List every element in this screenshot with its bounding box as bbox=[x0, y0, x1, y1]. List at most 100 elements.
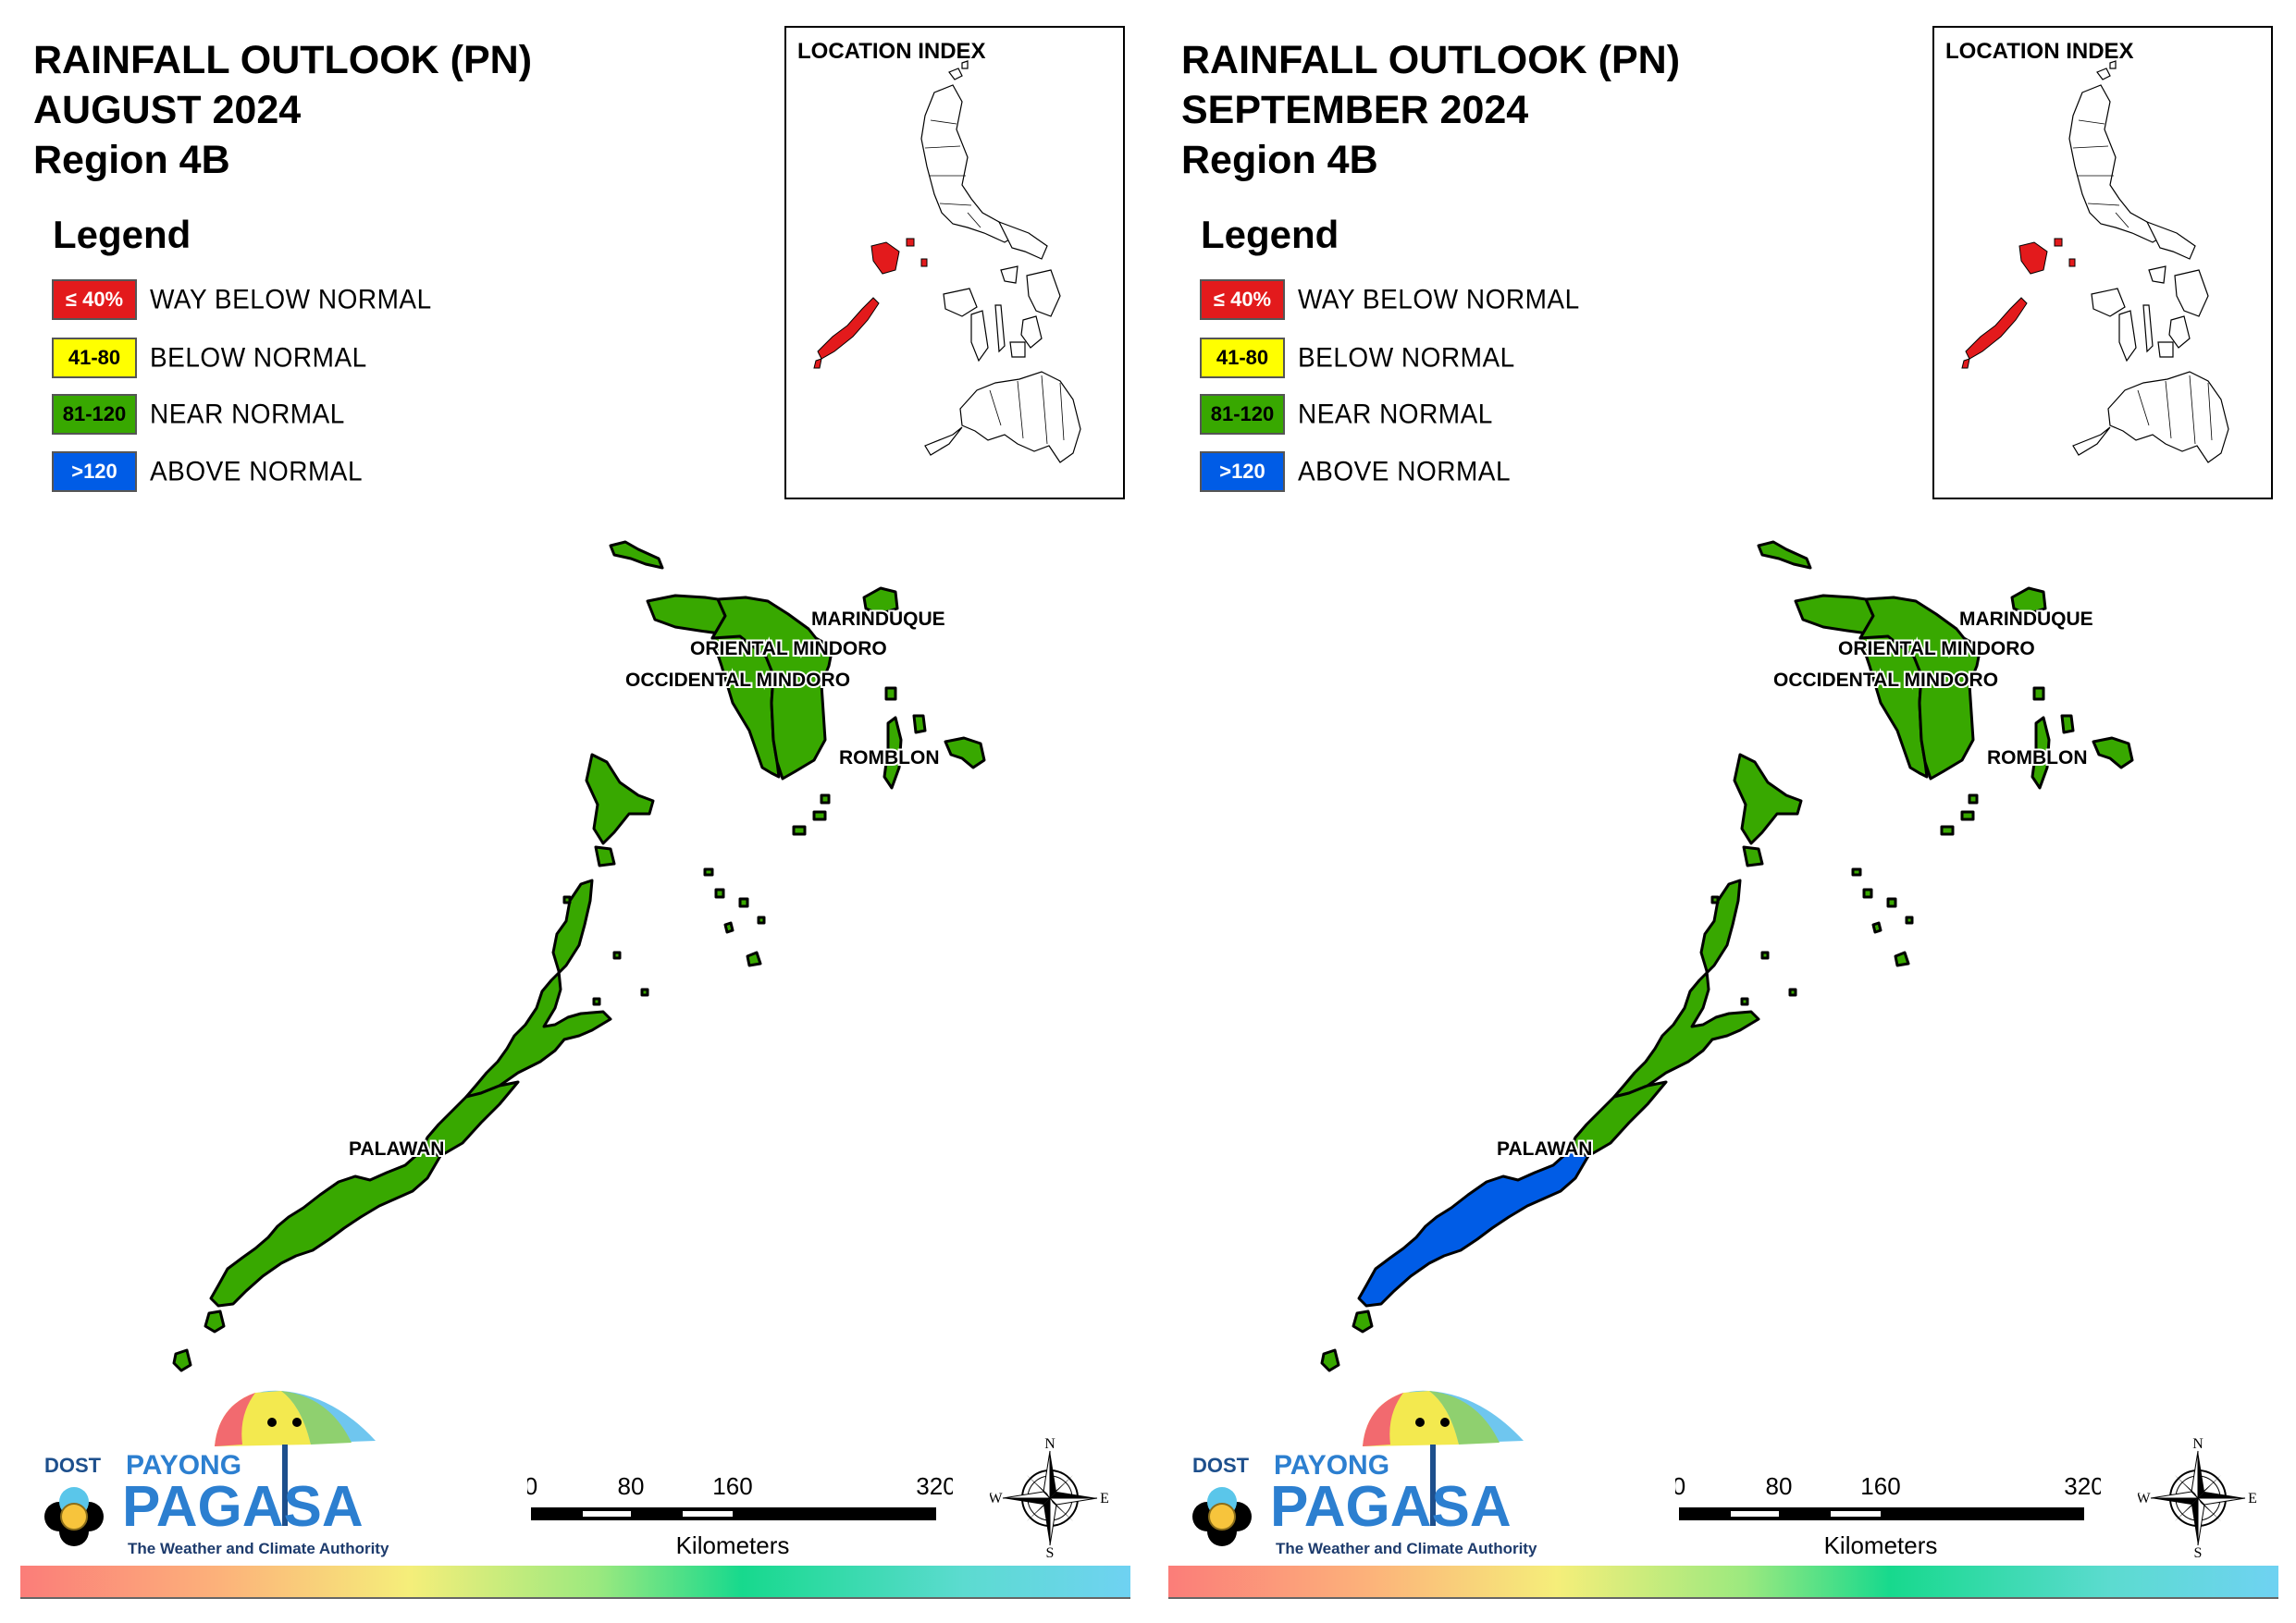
oriental-mindoro-area bbox=[710, 596, 834, 781]
romblon-island-small bbox=[912, 714, 927, 734]
compass-w: W bbox=[2138, 1491, 2151, 1506]
romblon-island-small-2 bbox=[2032, 686, 2045, 701]
islet bbox=[612, 951, 622, 960]
palawan-north bbox=[464, 879, 612, 1099]
legend-label: ABOVE NORMAL bbox=[1298, 456, 1512, 486]
location-index-inset: LOCATION INDEX bbox=[1932, 26, 2273, 499]
title-month: AUGUST 2024 bbox=[33, 88, 302, 132]
map-title: RAINFALL OUTLOOK (PN) AUGUST 2024 Region… bbox=[33, 35, 532, 185]
compass-e: E bbox=[2248, 1491, 2257, 1506]
compass-e: E bbox=[1100, 1491, 1109, 1506]
payong-pagasa-logo: DOST PAYONG PAGASA The Weather and Clima… bbox=[44, 1390, 389, 1557]
marinduque-island bbox=[862, 586, 899, 616]
bottom-divider bbox=[20, 1597, 1130, 1599]
balabac-island bbox=[204, 1309, 226, 1334]
legend-label: WAY BELOW NORMAL bbox=[150, 284, 432, 314]
culion-island bbox=[1742, 845, 1764, 867]
map-title: RAINFALL OUTLOOK (PN) SEPTEMBER 2024 Reg… bbox=[1181, 35, 1680, 185]
legend-item-below: 41-80 BELOW NORMAL bbox=[1200, 337, 1515, 379]
compass-w: W bbox=[990, 1491, 1003, 1506]
palawan-north bbox=[1612, 879, 1760, 1099]
legend-item-above: >120 ABOVE NORMAL bbox=[52, 450, 363, 493]
cuyo-island-2 bbox=[1871, 921, 1882, 934]
cuyo-island bbox=[1894, 951, 1910, 967]
logo-tagline: The Weather and Climate Authority bbox=[1276, 1540, 1537, 1557]
scale-bar: 0 80 160 320 Kilometers bbox=[1675, 1472, 2101, 1559]
label-romblon: ROMBLON bbox=[1987, 747, 2088, 768]
romblon-island-tablas bbox=[883, 716, 903, 790]
legend-label: NEAR NORMAL bbox=[150, 399, 345, 429]
dost-logo bbox=[44, 1487, 104, 1546]
label-marinduque: MARINDUQUE bbox=[1959, 609, 2093, 630]
dost-logo bbox=[1192, 1487, 1252, 1546]
legend-item-way-below: ≤ 40% WAY BELOW NORMAL bbox=[52, 278, 432, 321]
scale-unit: Kilometers bbox=[1824, 1531, 1938, 1559]
balabac-island-2 bbox=[172, 1348, 192, 1372]
romblon-island-small-2 bbox=[884, 686, 897, 701]
legend-swatch: ≤ 40% bbox=[1200, 279, 1285, 320]
label-occidental-mindoro: OCCIDENTAL MINDORO bbox=[1773, 670, 1998, 691]
cuyo-island-2 bbox=[723, 921, 734, 934]
legend-swatch: 81-120 bbox=[1200, 394, 1285, 435]
islet bbox=[1788, 988, 1797, 997]
palawan-south bbox=[209, 1149, 442, 1308]
legend-swatch: 81-120 bbox=[52, 394, 137, 435]
label-palawan: PALAWAN bbox=[1497, 1138, 1592, 1160]
region-4b-map: MARINDUQUE ORIENTAL MINDORO OCCIDENTAL M… bbox=[1320, 540, 2134, 1372]
legend-swatch: 41-80 bbox=[52, 338, 137, 378]
culion-island bbox=[594, 845, 616, 867]
inset-title: LOCATION INDEX bbox=[797, 39, 986, 64]
label-marinduque: MARINDUQUE bbox=[811, 609, 945, 630]
compass-n: N bbox=[1044, 1438, 1055, 1452]
islet bbox=[820, 793, 831, 805]
lubang-island bbox=[609, 540, 664, 570]
romblon-island-small bbox=[2060, 714, 2075, 734]
romblon-island-sibuyan bbox=[2092, 736, 2134, 769]
islet bbox=[1905, 916, 1914, 925]
north-arrow-compass-icon: N S E W bbox=[990, 1438, 1109, 1558]
logo-payong: PAYONG bbox=[126, 1450, 241, 1481]
panel-august: RAINFALL OUTLOOK (PN) AUGUST 2024 Region… bbox=[20, 26, 1130, 1599]
location-index-inset: LOCATION INDEX bbox=[784, 26, 1125, 499]
islet bbox=[714, 888, 725, 899]
legend-item-near: 81-120 NEAR NORMAL bbox=[52, 393, 345, 436]
logo-pagasa: PAGASA bbox=[122, 1475, 364, 1539]
busuanga-island bbox=[1733, 753, 1803, 845]
logo-pagasa: PAGASA bbox=[1270, 1475, 1512, 1539]
islet bbox=[738, 897, 749, 908]
label-occidental-mindoro: OCCIDENTAL MINDORO bbox=[625, 670, 850, 691]
islet bbox=[562, 895, 572, 904]
pagasa-color-band bbox=[20, 1566, 1130, 1597]
scale-bar: 0 80 160 320 Kilometers bbox=[527, 1472, 953, 1559]
lubang-island bbox=[1757, 540, 1812, 570]
balabac-island bbox=[1352, 1309, 1374, 1334]
region-4b-map: MARINDUQUE ORIENTAL MINDORO OCCIDENTAL M… bbox=[172, 540, 986, 1372]
philippines-locator-map bbox=[1961, 60, 2229, 463]
islet bbox=[640, 988, 649, 997]
islet bbox=[1710, 895, 1720, 904]
scale-tick: 80 bbox=[1766, 1472, 1793, 1500]
romblon-island-sibuyan bbox=[944, 736, 986, 769]
romblon-island-tablas bbox=[2031, 716, 2051, 790]
busuanga-island bbox=[585, 753, 655, 845]
pagasa-color-band bbox=[1168, 1566, 2278, 1597]
legend-item-below: 41-80 BELOW NORMAL bbox=[52, 337, 367, 379]
legend-swatch: 41-80 bbox=[1200, 338, 1285, 378]
palawan-south bbox=[1357, 1149, 1590, 1308]
islet bbox=[1940, 825, 1955, 836]
legend-item-way-below: ≤ 40% WAY BELOW NORMAL bbox=[1200, 278, 1580, 321]
scale-tick: 0 bbox=[1675, 1472, 1685, 1500]
islet bbox=[703, 867, 714, 877]
scale-tick: 0 bbox=[527, 1472, 537, 1500]
legend-item-above: >120 ABOVE NORMAL bbox=[1200, 450, 1511, 493]
islet bbox=[1968, 793, 1979, 805]
islet bbox=[1960, 810, 1975, 821]
scale-tick: 80 bbox=[618, 1472, 645, 1500]
logo-payong: PAYONG bbox=[1274, 1450, 1389, 1481]
scale-tick: 320 bbox=[2064, 1472, 2101, 1500]
philippines-locator-map bbox=[813, 60, 1081, 463]
logo-tagline: The Weather and Climate Authority bbox=[128, 1540, 389, 1557]
palawan-middle bbox=[1568, 1080, 1668, 1158]
islet bbox=[592, 997, 601, 1006]
title-region: Region 4B bbox=[1181, 138, 1378, 182]
